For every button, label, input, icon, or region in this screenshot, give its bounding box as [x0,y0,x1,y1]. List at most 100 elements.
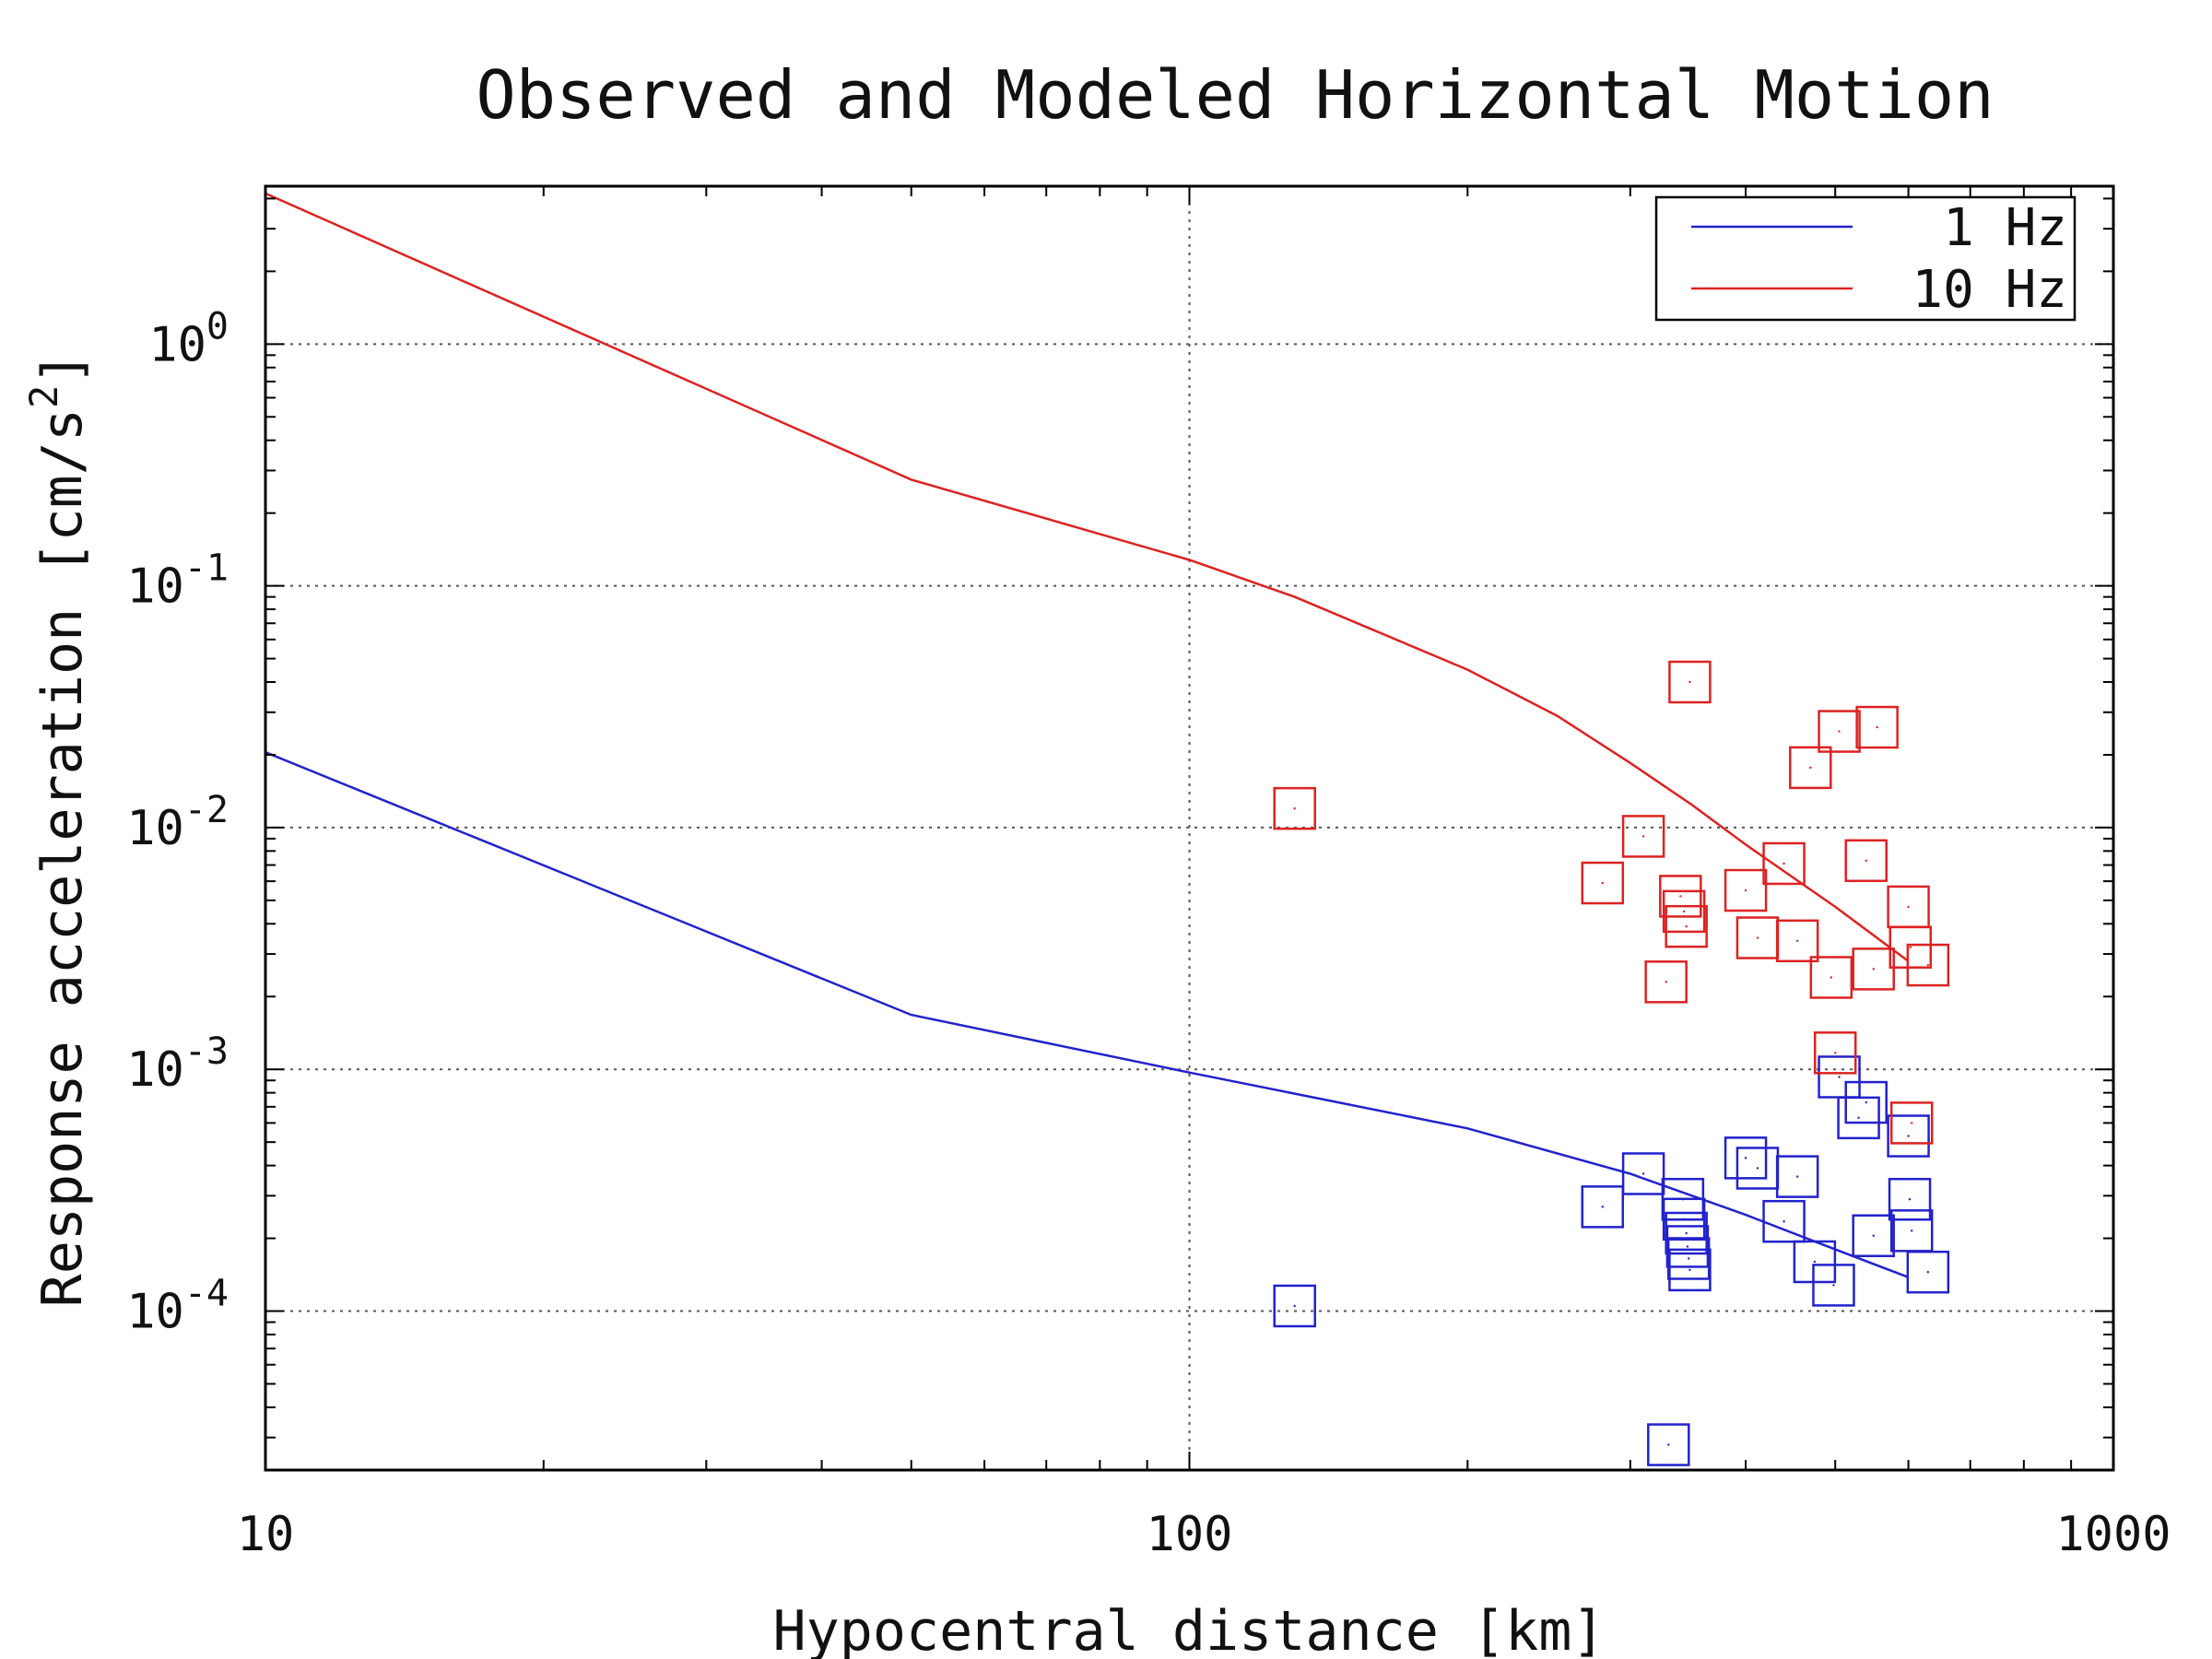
observed-point-1-hz [1581,1185,1625,1229]
observed-point-center-10-hz [1834,1052,1837,1054]
model-line-1-hz [265,751,1910,1278]
observed-point-10-hz [1889,1101,1934,1145]
observed-point-1-hz [1668,1248,1712,1292]
observed-point-center-1-hz [1838,1076,1841,1078]
observed-point-1-hz [1724,1136,1768,1180]
observed-point-1-hz [1888,1177,1932,1221]
observed-point-center-10-hz [1783,862,1785,865]
observed-point-1-hz [1852,1214,1895,1257]
observed-point-center-10-hz [1688,680,1691,684]
y-axis-label-main: Response acceleration [cm/s [30,408,95,1307]
observed-point-center-10-hz [1865,859,1867,862]
observed-point-1-hz [1837,1096,1880,1140]
observed-point-10-hz [1581,861,1625,905]
observed-point-center-10-hz [1830,976,1833,979]
observed-point-center-1-hz [1908,1198,1912,1201]
observed-point-center-1-hz [1641,1172,1645,1175]
observed-point-center-10-hz [1809,766,1812,770]
observed-point-center-10-hz [1665,981,1667,983]
observed-point-1-hz [1273,1284,1316,1328]
observed-point-center-10-hz [1876,725,1878,729]
legend-box [1654,195,2077,322]
observed-point-1-hz [1775,1155,1819,1198]
y-axis-label-sup: 2 [21,385,66,408]
observed-point-center-10-hz [1293,806,1296,810]
y-tick-labels: 100 10-1 10-2 10-3 10-4 [126,305,229,1339]
model-line-10-hz [265,192,1910,962]
observed-point-center-1-hz [1872,1234,1875,1237]
observed-point-1-hz [1662,1197,1706,1241]
observed-point-10-hz [1659,875,1702,918]
observed-point-center-1-hz [1832,1284,1835,1287]
observed-point-10-hz [1855,705,1899,749]
observed-point-center-1-hz [1926,1270,1930,1274]
observed-point-10-hz [1724,868,1768,912]
observed-point-10-hz [1775,919,1819,963]
x-axis-label: Hypocentral distance [km] [772,1599,1605,1659]
grid-lines [265,186,2113,1470]
legend-label-10-hz: 10 Hz [1912,260,2067,320]
x-tick-label: 10 [237,1507,295,1562]
observed-point-center-10-hz [1872,968,1875,971]
observed-point-1-hz [1621,1152,1665,1195]
observed-point-10-hz [1888,925,1933,969]
observed-point-center-10-hz [1907,905,1910,909]
observed-point-center-1-hz [1682,1218,1686,1220]
observed-point-1-hz [1844,1080,1888,1124]
observed-point-center-1-hz [1857,1116,1860,1120]
series-1-hz [265,751,1950,1466]
observed-point-10-hz [1906,943,1950,987]
observed-point-center-1-hz [1687,1257,1690,1260]
observed-point-center-1-hz [1667,1443,1670,1446]
y-tick-label: 10-3 [126,1030,229,1098]
legend: 1 Hz 10 Hz [1654,195,2077,322]
observed-point-10-hz [1852,947,1895,991]
observed-point-10-hz [1621,815,1665,858]
x-tick-label: 1000 [2055,1507,2171,1562]
observed-point-center-10-hz [1679,895,1682,898]
y-tick-label: 10-4 [126,1273,229,1340]
observed-point-10-hz [1662,889,1706,934]
observed-point-center-1-hz [1783,1219,1785,1223]
x-tick-label: 100 [1147,1507,1233,1562]
plot-frame [264,184,2115,1472]
series-10-hz [265,192,1950,1145]
observed-point-center-1-hz [1907,1135,1910,1137]
observed-point-center-1-hz [1744,1157,1747,1159]
tick-marks [265,186,2113,1470]
observed-point-10-hz [1644,960,1688,1004]
observed-point-center-10-hz [1641,835,1645,838]
observed-point-1-hz [1887,1114,1930,1158]
observed-point-10-hz [1665,904,1708,948]
observed-point-center-1-hz [1865,1100,1867,1104]
observed-point-center-10-hz [1756,936,1759,939]
observed-point-10-hz [1762,841,1806,886]
observed-point-center-1-hz [1813,1260,1817,1264]
observed-point-1-hz [1906,1250,1950,1294]
x-tick-labels: 10 100 1000 [237,1507,2171,1562]
observed-point-center-10-hz [1909,946,1912,948]
observed-point-center-10-hz [1682,910,1686,913]
y-tick-label: 10-1 [126,547,229,615]
observed-point-1-hz [1762,1199,1806,1243]
observed-point-center-10-hz [1795,939,1799,943]
series-layer [265,192,1950,1466]
observed-point-center-10-hz [1685,924,1688,928]
observed-point-center-1-hz [1685,1231,1688,1235]
chart-title: Observed and Modeled Horizontal Motion [476,56,1994,134]
observed-point-10-hz [1273,786,1316,830]
observed-point-center-1-hz [1686,1245,1689,1248]
observed-point-10-hz [1789,746,1832,790]
y-axis-label-end: ] [30,352,95,385]
observed-point-center-10-hz [1838,730,1841,733]
observed-point-center-10-hz [1744,888,1747,892]
observed-point-10-hz [1809,956,1853,999]
observed-point-center-10-hz [1911,1122,1913,1124]
observed-point-center-1-hz [1795,1175,1799,1178]
observed-point-center-1-hz [1293,1304,1296,1308]
observed-point-1-hz [1666,1237,1711,1280]
y-tick-label: 100 [148,305,229,372]
observed-point-10-hz [1668,660,1712,704]
observed-point-1-hz [1647,1423,1690,1466]
